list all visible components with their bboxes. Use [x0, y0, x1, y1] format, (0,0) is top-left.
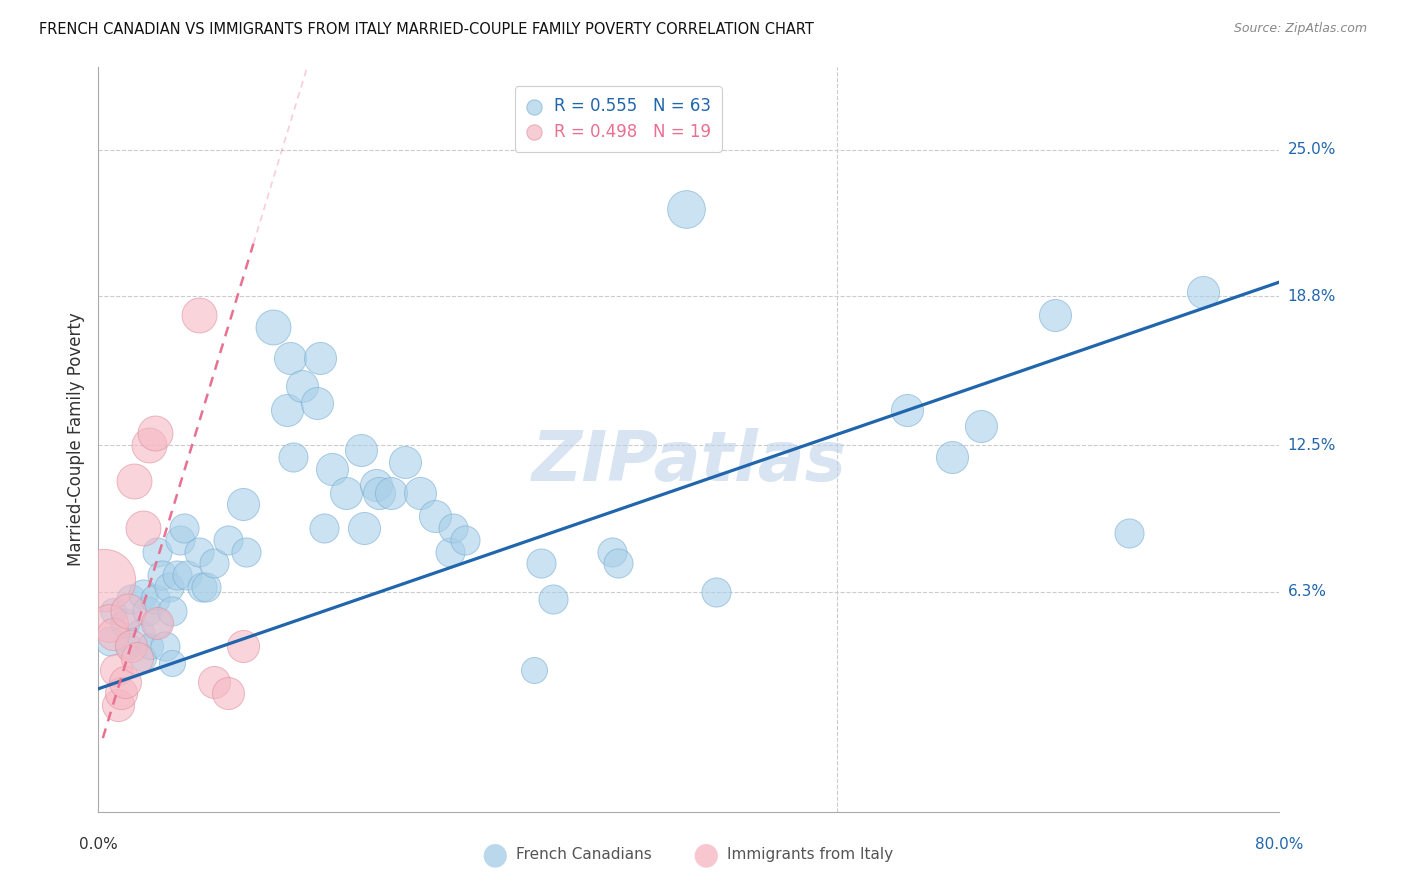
Point — [523, 663, 546, 677]
Point — [1191, 285, 1213, 299]
Point — [122, 474, 145, 488]
Point — [441, 521, 464, 535]
Point — [132, 521, 155, 535]
Point — [217, 533, 239, 547]
Point — [132, 587, 155, 601]
Point — [350, 442, 373, 457]
Point — [132, 651, 155, 665]
Point — [283, 450, 305, 464]
Point — [173, 521, 195, 535]
Point — [202, 557, 225, 571]
Point — [146, 544, 169, 558]
Point — [107, 698, 129, 713]
Point — [364, 478, 387, 492]
Legend: R = 0.555   N = 63, R = 0.498   N = 19: R = 0.555 N = 63, R = 0.498 N = 19 — [515, 87, 721, 152]
Point — [453, 533, 475, 547]
Point — [117, 604, 139, 618]
Point — [607, 557, 630, 571]
Point — [103, 627, 125, 641]
Point — [139, 639, 162, 653]
Point — [97, 615, 120, 630]
Point — [394, 455, 416, 469]
Point — [314, 521, 336, 535]
Point — [353, 521, 375, 535]
Point — [217, 686, 239, 700]
Text: French Canadians: French Canadians — [516, 847, 652, 862]
Point — [675, 202, 697, 216]
Point — [1118, 525, 1140, 540]
Point — [105, 663, 128, 677]
Point — [162, 656, 183, 670]
Point — [896, 402, 918, 417]
Point — [309, 351, 332, 365]
Point — [150, 568, 173, 582]
Point — [187, 308, 209, 322]
Point — [136, 604, 159, 618]
Point — [439, 544, 461, 558]
Point — [202, 674, 225, 689]
Point — [530, 557, 553, 571]
Text: 25.0%: 25.0% — [1288, 142, 1336, 157]
Point — [280, 351, 302, 365]
Point — [232, 497, 254, 511]
Point — [191, 580, 214, 594]
Point — [153, 639, 176, 653]
Text: 18.8%: 18.8% — [1288, 289, 1336, 304]
Point — [409, 485, 432, 500]
Point — [335, 485, 357, 500]
Point — [195, 580, 218, 594]
Text: 80.0%: 80.0% — [1256, 837, 1303, 852]
Point — [93, 573, 115, 587]
Point — [143, 591, 166, 606]
Point — [704, 584, 727, 599]
Text: ●: ● — [482, 840, 508, 869]
Point — [368, 485, 391, 500]
Point — [98, 634, 121, 648]
Text: 6.3%: 6.3% — [1288, 584, 1327, 599]
Point — [128, 627, 150, 641]
Point — [380, 485, 402, 500]
Point — [114, 674, 136, 689]
Point — [114, 615, 136, 630]
Point — [1043, 308, 1066, 322]
Point — [232, 639, 254, 653]
Text: ●: ● — [693, 840, 718, 869]
Text: ZIPatlas: ZIPatlas — [531, 428, 846, 495]
Point — [235, 544, 257, 558]
Point — [120, 591, 142, 606]
Point — [110, 686, 132, 700]
Text: Source: ZipAtlas.com: Source: ZipAtlas.com — [1233, 22, 1367, 36]
Point — [146, 615, 169, 630]
Point — [187, 544, 209, 558]
Point — [143, 426, 166, 441]
Point — [120, 639, 142, 653]
Point — [276, 402, 298, 417]
Point — [166, 568, 188, 582]
Point — [305, 395, 328, 409]
Point — [169, 533, 191, 547]
Y-axis label: Married-Couple Family Poverty: Married-Couple Family Poverty — [66, 312, 84, 566]
Point — [941, 450, 963, 464]
Text: Immigrants from Italy: Immigrants from Italy — [727, 847, 893, 862]
Point — [138, 438, 160, 452]
Point — [423, 509, 446, 524]
Text: 0.0%: 0.0% — [79, 837, 118, 852]
Point — [970, 419, 993, 434]
Point — [125, 651, 148, 665]
Point — [600, 544, 623, 558]
Point — [321, 462, 343, 476]
Point — [291, 379, 314, 393]
Point — [103, 604, 125, 618]
Point — [146, 615, 169, 630]
Point — [262, 320, 284, 334]
Point — [117, 639, 139, 653]
Text: FRENCH CANADIAN VS IMMIGRANTS FROM ITALY MARRIED-COUPLE FAMILY POVERTY CORRELATI: FRENCH CANADIAN VS IMMIGRANTS FROM ITALY… — [39, 22, 814, 37]
Point — [157, 580, 180, 594]
Text: 12.5%: 12.5% — [1288, 438, 1336, 453]
Point — [541, 591, 564, 606]
Point — [162, 604, 183, 618]
Point — [176, 568, 198, 582]
